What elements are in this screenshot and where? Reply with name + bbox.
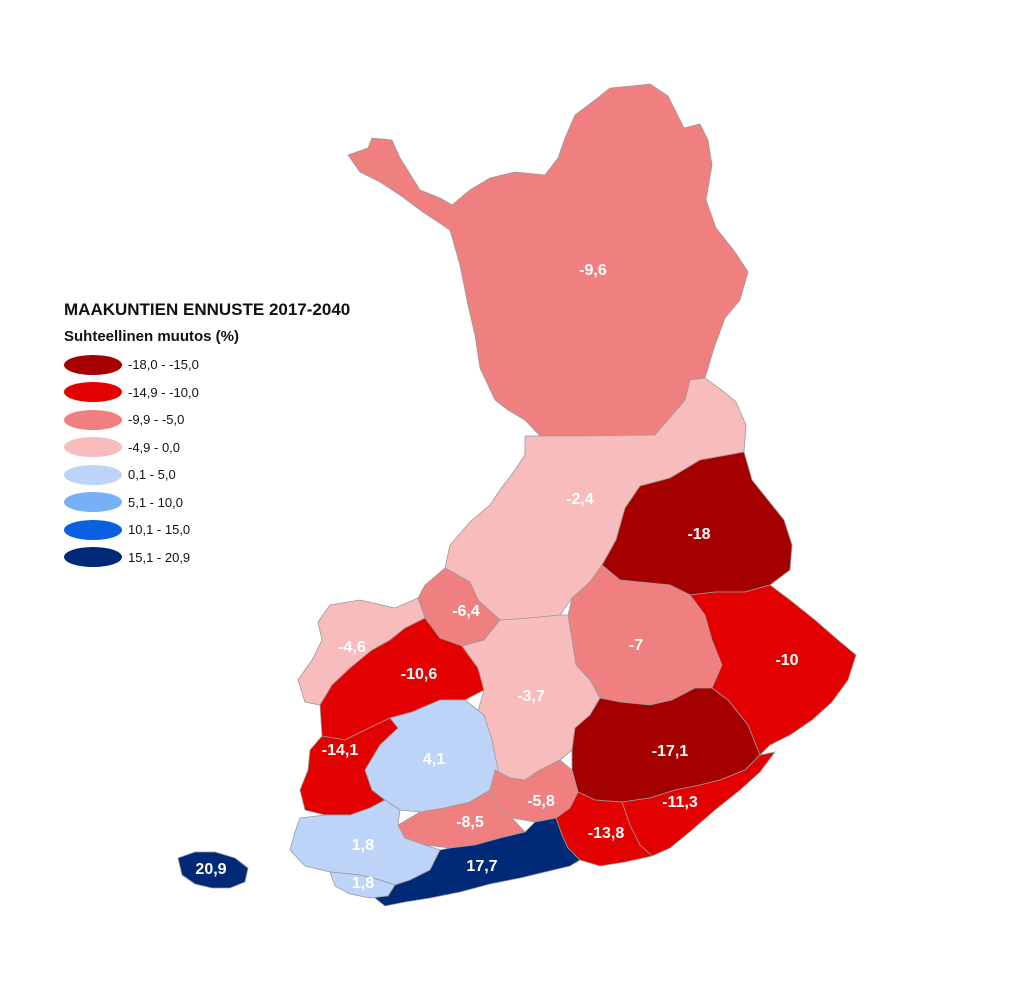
legend-swatch — [64, 464, 122, 485]
label-etela-karjala: -11,3 — [662, 794, 698, 811]
label-uusimaa: 17,7 — [466, 858, 497, 875]
region-lappi[interactable] — [347, 83, 749, 438]
label-pirkanmaa: 4,1 — [423, 751, 445, 768]
label-keski-pohjanmaa: -6,4 — [452, 603, 480, 620]
label-pohjois-karjala: -10 — [775, 652, 798, 669]
legend-item: -4,9 - 0,0 — [64, 434, 350, 462]
label-varsinais-suomi: 1,8 — [352, 837, 374, 854]
legend-item: 10,1 - 15,0 — [64, 516, 350, 544]
label-satakunta: -14,1 — [322, 742, 359, 759]
legend-swatch — [64, 547, 122, 568]
label-kymenlaakso: -13,8 — [588, 825, 625, 842]
legend-item: 5,1 - 10,0 — [64, 489, 350, 517]
legend-item: 0,1 - 5,0 — [64, 461, 350, 489]
label-ahvenanmaa: 20,9 — [195, 861, 226, 878]
legend-label: -9,9 - -5,0 — [128, 412, 185, 428]
region-varsinais-suomi-archipelago[interactable] — [329, 871, 396, 899]
legend-label: 15,1 - 20,9 — [128, 549, 191, 565]
legend-label: 10,1 - 15,0 — [128, 522, 191, 538]
legend-label: 5,1 - 10,0 — [128, 494, 183, 510]
legend-item: -9,9 - -5,0 — [64, 406, 350, 434]
legend-label: -14,9 - -10,0 — [128, 384, 199, 400]
label-varsinais-suomi-archipelago: 1,8 — [352, 875, 374, 892]
legend-swatch — [64, 409, 122, 430]
legend-swatch — [64, 519, 122, 540]
label-pohjois-savo: -7 — [629, 637, 643, 654]
label-etela-pohjanmaa: -10,6 — [401, 666, 438, 683]
label-pohjois-pohjanmaa: -2,4 — [566, 491, 594, 508]
legend: MAAKUNTIEN ENNUSTE 2017-2040 Suhteelline… — [64, 300, 350, 571]
label-lappi: -9,6 — [579, 262, 607, 279]
legend-item: -18,0 - -15,0 — [64, 351, 350, 379]
label-paijat-hame: -5,8 — [527, 793, 555, 810]
legend-label: 0,1 - 5,0 — [128, 467, 176, 483]
legend-label: -18,0 - -15,0 — [128, 357, 199, 373]
region-ahvenanmaa[interactable] — [177, 851, 249, 889]
legend-items: -18,0 - -15,0 -14,9 - -10,0 -9,9 - -5,0 -4,… — [64, 351, 350, 571]
legend-swatch — [64, 354, 122, 375]
legend-label: -4,9 - 0,0 — [128, 439, 181, 455]
legend-swatch — [64, 382, 122, 403]
legend-swatch — [64, 492, 122, 513]
label-kanta-hame: -8,5 — [456, 814, 484, 831]
legend-subtitle: Suhteellinen muutos (%) — [64, 328, 240, 345]
label-etela-savo: -17,1 — [652, 743, 689, 760]
label-keski-suomi: -3,7 — [517, 688, 545, 705]
region-pohjois-karjala[interactable] — [689, 584, 857, 756]
legend-item: -14,9 - -10,0 — [64, 379, 350, 407]
legend-item: 15,1 - 20,9 — [64, 544, 350, 572]
legend-swatch — [64, 437, 122, 458]
label-kainuu: -18 — [687, 526, 710, 543]
label-pohjanmaa: -4,6 — [338, 639, 366, 656]
legend-title: MAAKUNTIEN ENNUSTE 2017-2040 — [64, 300, 351, 319]
